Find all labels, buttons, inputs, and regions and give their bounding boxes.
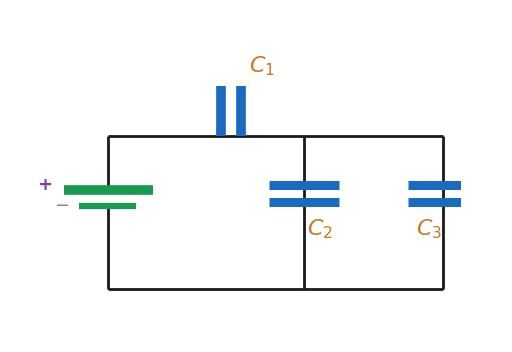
Text: −: − [54,197,69,215]
Text: $C_3$: $C_3$ [416,218,442,241]
Text: $C_2$: $C_2$ [307,218,333,241]
Text: +: + [37,176,52,194]
Text: $C_1$: $C_1$ [249,55,275,78]
